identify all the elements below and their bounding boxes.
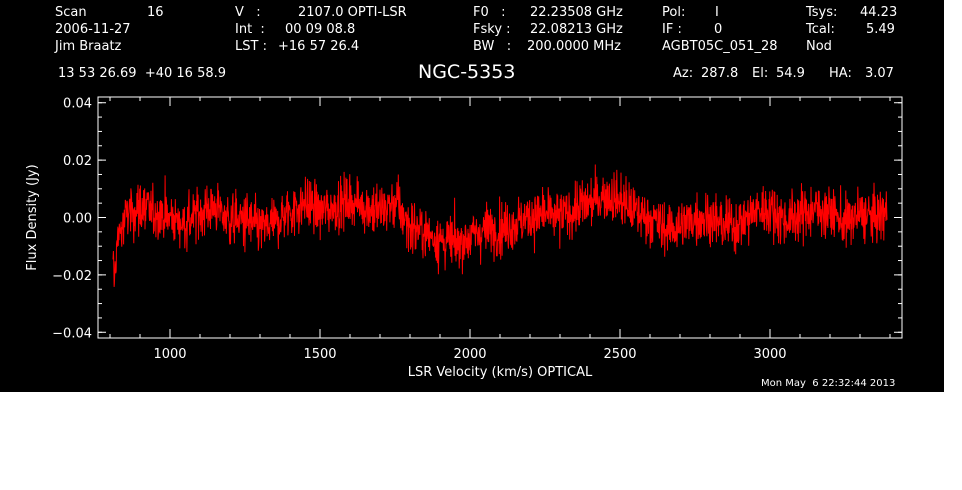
project-id: AGBT05C_051_28: [662, 39, 778, 54]
y-tick-label: 0.02: [63, 154, 92, 169]
x-tick-label: 1000: [153, 347, 186, 362]
source-name: NGC-5353: [418, 61, 516, 83]
spectrum-series: [112, 164, 888, 287]
pol-value: I: [715, 5, 719, 20]
scan-value: 16: [147, 5, 164, 20]
hour-angle-label: HA:: [829, 66, 852, 81]
velocity-value: 2107.0 OPTI-LSR: [298, 5, 407, 20]
spectrum-plot: −0.04 −0.02 0.00 0.02 0.04 1000 1500 2000 2500 3…: [25, 96, 903, 380]
y-axis-label: Flux Density (Jy): [25, 164, 40, 270]
y-tick-labels: −0.04 −0.02 0.00 0.02 0.04: [52, 97, 92, 342]
bandwidth-label: BW :: [473, 39, 512, 54]
integration-label: Int :: [235, 22, 265, 37]
lst-value: +16 57 26.4: [278, 39, 360, 54]
y-tick-label: −0.02: [52, 269, 92, 284]
x-tick-label: 2000: [453, 347, 486, 362]
observer-name: Jim Braatz: [55, 39, 122, 54]
hour-angle-value: 3.07: [865, 66, 894, 81]
x-axis-label: LSR Velocity (km/s) OPTICAL: [408, 365, 593, 380]
if-value: 0: [714, 22, 723, 37]
integration-value: 00 09 08.8: [285, 22, 356, 37]
plot-frame: [97, 96, 903, 339]
observation-date: 2006-11-27: [55, 22, 131, 37]
tcal-value: 5.49: [866, 22, 895, 37]
f0-label: F0 :: [473, 5, 506, 20]
x-tick-label: 3000: [753, 347, 786, 362]
if-label: IF :: [662, 22, 682, 37]
spectrum-trace: [112, 164, 888, 287]
f0-value: 22.23508 GHz: [530, 5, 623, 20]
elevation-value: 54.9: [776, 66, 805, 81]
axis-ticks: [98, 97, 902, 338]
x-tick-label: 2500: [603, 347, 636, 362]
tsys-label: Tsys:: [806, 5, 838, 20]
source-coordinates: 13 53 26.69 +40 16 58.9: [58, 66, 227, 81]
velocity-label: V :: [235, 5, 261, 20]
tsys-value: 44.23: [860, 5, 898, 20]
y-tick-label: −0.04: [52, 326, 92, 341]
render-timestamp: Mon May 6 22:32:44 2013: [761, 378, 896, 389]
observing-mode: Nod: [806, 39, 832, 54]
x-tick-label: 1500: [303, 347, 336, 362]
fsky-label: Fsky :: [473, 22, 511, 37]
bandwidth-value: 200.0000 MHz: [527, 39, 621, 54]
lst-label: LST :: [235, 39, 267, 54]
azimuth-value: 287.8: [701, 66, 739, 81]
x-tick-labels: 1000 1500 2000 2500 3000: [153, 347, 786, 362]
azimuth-label: Az:: [673, 66, 694, 81]
spectrum-panel: Scan 16 V : 2107.0 OPTI-LSR F0 : 22.2350…: [0, 0, 944, 392]
scan-label: Scan: [55, 5, 87, 20]
y-tick-label: 0.04: [63, 97, 92, 112]
elevation-label: El:: [752, 66, 769, 81]
pol-label: Pol:: [662, 5, 686, 20]
fsky-value: 22.08213 GHz: [530, 22, 623, 37]
y-tick-label: 0.00: [63, 212, 92, 227]
tcal-label: Tcal:: [806, 22, 835, 37]
